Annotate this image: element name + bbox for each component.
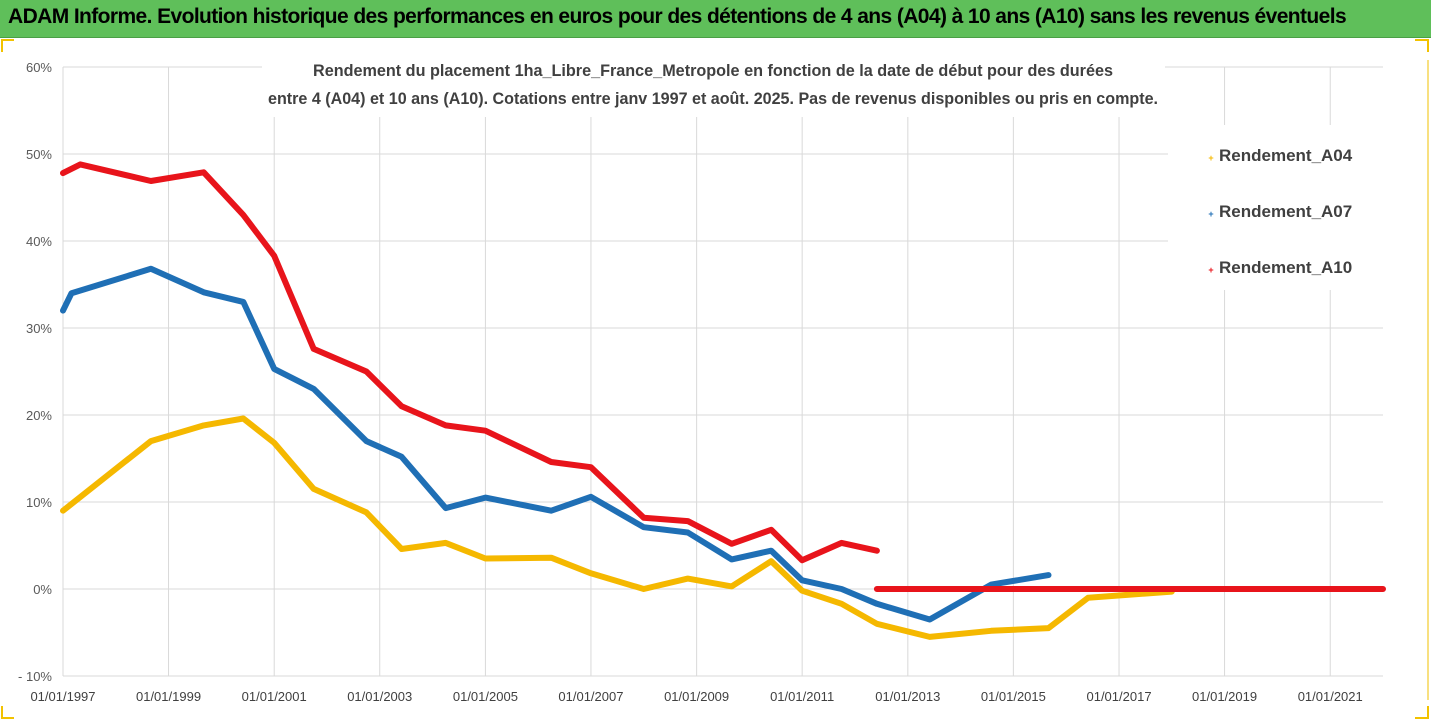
y-tick-label: 50% [26, 147, 52, 162]
series-line-rendement-a10 [60, 161, 1386, 592]
legend-marker: + [1208, 265, 1213, 275]
y-tick-label: 20% [26, 408, 52, 423]
x-tick-label: 01/01/2021 [1298, 689, 1363, 704]
x-tick-label: 01/01/2005 [453, 689, 518, 704]
frame-accent-bottom-right [1415, 706, 1429, 719]
frame-accent-top-left [1, 39, 14, 52]
frame-accent-top-right [1415, 39, 1429, 52]
x-tick-label: 01/01/2013 [875, 689, 940, 704]
gridlines [62, 66, 1383, 677]
series-group [60, 161, 1386, 640]
y-tick-label: - 10% [18, 669, 52, 684]
x-tick-label: 01/01/2001 [242, 689, 307, 704]
legend-label: Rendement_A04 [1219, 146, 1353, 165]
y-tick-label: 40% [26, 234, 52, 249]
x-axis-ticks: 01/01/1997 01/01/1999 01/01/2001 01/01/2003… [30, 689, 1362, 704]
y-tick-label: 0% [33, 582, 52, 597]
x-tick-label: 01/01/1999 [136, 689, 201, 704]
y-tick-label: 10% [26, 495, 52, 510]
legend-background [1168, 125, 1383, 290]
x-tick-label: 01/01/2019 [1192, 689, 1257, 704]
title-banner: ADAM Informe. Evolution historique des p… [0, 0, 1431, 38]
chart-title-background [262, 55, 1165, 117]
banner-title: ADAM Informe. Evolution historique des p… [8, 5, 1347, 28]
series-line-rendement-a04 [60, 415, 1175, 640]
legend-marker: + [1208, 209, 1213, 219]
x-tick-label: 01/01/2007 [558, 689, 623, 704]
y-axis-ticks: 60% 50% 40% 30% 20% 10% 0% - 10% [18, 60, 52, 684]
x-tick-label: 01/01/1997 [30, 689, 95, 704]
x-tick-label: 01/01/2009 [664, 689, 729, 704]
legend-label: Rendement_A10 [1219, 258, 1352, 277]
y-tick-label: 30% [26, 321, 52, 336]
frame-accent-bottom-left [1, 706, 14, 719]
legend-marker: + [1208, 153, 1213, 163]
series-line-rendement-a07 [60, 265, 1052, 623]
chart-subtitle: entre 4 (A04) et 10 ans (A10). Cotations… [268, 89, 1158, 108]
y-tick-label: 60% [26, 60, 52, 75]
chart-title: Rendement du placement 1ha_Libre_France_… [313, 61, 1113, 80]
x-tick-label: 01/01/2003 [347, 689, 412, 704]
legend-label: Rendement_A07 [1219, 202, 1352, 221]
line-chart: 60%50%40%30%20%10%0%- 10% 01/01/1997 01/0… [1, 39, 1429, 719]
x-tick-label: 01/01/2017 [1086, 689, 1151, 704]
chart-frame: 60% 50% 40% 30% 20% 10% 0% - 10% 01/01/1997 01/0… [0, 38, 1431, 721]
legend: + Rendement_A04 + Rendement_A07 + Rendement_A… [1208, 146, 1352, 277]
x-tick-label: 01/01/2015 [981, 689, 1046, 704]
x-tick-label: 01/01/2011 [770, 689, 834, 704]
